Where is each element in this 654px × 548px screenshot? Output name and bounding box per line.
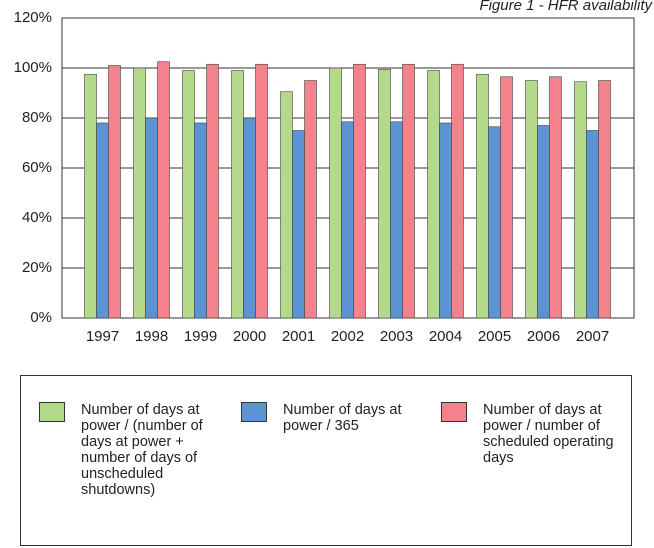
legend-label: Number of days at power / number of sche… [483,402,614,466]
bar [304,80,317,319]
y-tick-label: 20% [22,259,52,276]
bar [231,70,244,319]
chart-title: Figure 1 - HFR availability [479,0,653,14]
legend-entry: Number of days at power / 365 [241,402,413,434]
bar [537,125,550,319]
x-tick-label: 2000 [233,328,266,345]
x-tick-label: 1998 [135,328,168,345]
legend-label: Number of days at power / 365 [283,402,402,434]
x-tick-label: 2007 [576,328,609,345]
y-tick-label: 100% [14,59,52,76]
bar [549,76,562,319]
y-tick-label: 120% [14,9,52,26]
bar [292,130,305,319]
x-tick-label: 1999 [184,328,217,345]
y-tick-label: 60% [22,159,52,176]
legend-entry: Number of days at power / (number of day… [39,402,221,498]
legend-swatch [241,402,267,422]
bar [108,65,121,319]
legend-label: Number of days at power / (number of day… [81,402,203,498]
bar [157,61,170,319]
y-tick-label: 0% [30,309,52,326]
y-tick-label: 80% [22,109,52,126]
bar [500,76,513,319]
bar [341,121,354,319]
bar [476,73,489,319]
bar [206,63,219,319]
bar [427,70,440,319]
bar [378,68,391,319]
bar [353,63,366,319]
bar [598,80,611,319]
bar [451,63,464,319]
bar [194,122,207,319]
x-tick-label: 2003 [380,328,413,345]
x-tick-label: 2002 [331,328,364,345]
x-tick-label: 2004 [429,328,462,345]
x-tick-label: 1997 [86,328,119,345]
bar [133,67,146,319]
legend: Number of days at power / (number of day… [20,375,632,546]
bar [574,81,587,319]
x-tick-label: 2001 [282,328,315,345]
bar [182,70,195,319]
bar [243,117,256,319]
bar [84,73,97,319]
bar [488,126,501,319]
bar [390,121,403,319]
y-tick-label: 40% [22,209,52,226]
bar [96,122,109,319]
bar [402,63,415,319]
chart: Figure 1 - HFR availability 0% 20% 40% 60% 8… [14,0,654,345]
bar [280,91,293,319]
legend-entry: Number of days at power / number of sche… [441,402,623,466]
bar [525,80,538,319]
bar [329,67,342,319]
bar [255,63,268,319]
legend-swatch [39,402,65,422]
bar [586,130,599,319]
x-tick-label: 2006 [527,328,560,345]
bar [145,117,158,319]
x-tick-label: 2005 [478,328,511,345]
bar [439,122,452,319]
legend-swatch [441,402,467,422]
